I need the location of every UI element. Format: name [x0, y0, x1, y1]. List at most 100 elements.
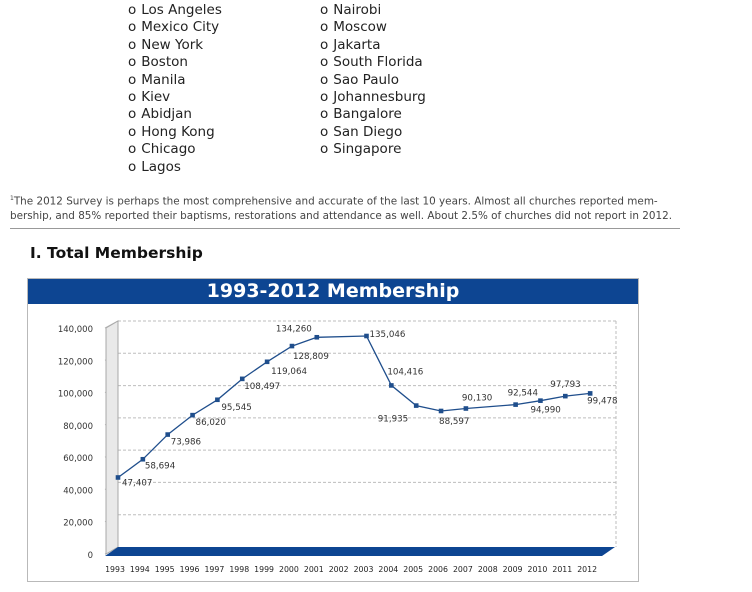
x-tick-label: 2005 — [403, 565, 423, 574]
footnote-line-2: bership, and 85% reported their baptisms… — [10, 209, 673, 222]
membership-chart: 1993-2012 Membership 0 20,000 40,000 60,000… — [27, 278, 639, 582]
data-point — [239, 376, 245, 382]
bullet-marker: o — [320, 123, 329, 140]
bullet-marker: o — [128, 54, 137, 71]
bullet-marker: o — [128, 71, 137, 88]
x-tick-label: 2002 — [329, 565, 349, 574]
bullet-marker: o — [128, 123, 137, 140]
data-point — [190, 412, 195, 418]
city-item: o Kiev — [128, 89, 222, 106]
x-tick-label: 2008 — [478, 565, 498, 574]
data-label: 95,545 — [221, 403, 251, 413]
bullet-marker: o — [320, 2, 329, 18]
city-item: o San Diego — [320, 124, 426, 141]
y-tick-label: 40,000 — [63, 486, 93, 496]
footnote: 1The 2012 Survey is perhaps the most com… — [10, 192, 682, 223]
city-name: Boston — [141, 54, 188, 71]
city-item: o Mexico City — [128, 19, 222, 36]
x-tick-label: 1993 — [105, 565, 125, 574]
y-tick-label: 0 — [88, 551, 93, 561]
footnote-line-1: The 2012 Survey is perhaps the most comp… — [13, 195, 658, 208]
data-label: 94,990 — [530, 406, 560, 416]
city-item: o Bangalore — [320, 106, 426, 123]
chart-title-bar: 1993-2012 Membership — [28, 279, 638, 304]
bullet-marker: o — [128, 158, 137, 175]
city-name: San Diego — [333, 123, 403, 140]
city-item: o Sao Paulo — [320, 72, 426, 89]
city-name: Kiev — [141, 89, 171, 106]
bullet-marker: o — [320, 89, 329, 106]
city-item: o Jakarta — [320, 37, 426, 54]
x-tick-label: 2000 — [279, 565, 299, 574]
x-tick-label: 2006 — [428, 565, 448, 574]
city-name: Nairobi — [333, 2, 382, 18]
city-name: Jakarta — [333, 36, 381, 53]
bullet-marker: o — [320, 36, 329, 53]
x-tick-label: 1999 — [254, 565, 274, 574]
data-label: 58,694 — [145, 461, 176, 471]
data-label: 128,809 — [293, 352, 329, 362]
data-point — [289, 343, 295, 349]
city-name: Sao Paulo — [333, 71, 400, 88]
city-item: o Johannesburg — [320, 89, 426, 106]
x-tick-label: 2001 — [304, 565, 324, 574]
city-name: South Florida — [333, 54, 423, 71]
city-name: Bangalore — [333, 106, 402, 123]
bullet-marker: o — [320, 106, 329, 123]
bullet-marker: o — [128, 89, 137, 106]
data-label: 90,130 — [462, 394, 492, 404]
city-item: o New York — [128, 37, 222, 54]
bullet-marker: o — [128, 141, 137, 158]
data-label: 97,793 — [550, 380, 580, 390]
city-item: o Chicago — [128, 141, 222, 158]
city-name: Chicago — [141, 141, 196, 158]
data-point — [513, 402, 518, 407]
data-label: 88,597 — [439, 417, 469, 427]
bullet-marker: o — [320, 71, 329, 88]
city-name: Hong Kong — [141, 123, 215, 140]
data-label: 104,416 — [387, 367, 423, 377]
data-point — [115, 475, 121, 480]
data-label: 86,020 — [196, 418, 226, 428]
bullet-marker: o — [128, 106, 137, 123]
data-point — [314, 334, 320, 340]
city-name: Los Angeles — [141, 2, 222, 18]
city-item: o Nairobi — [320, 2, 426, 19]
section-heading: I. Total Membership — [30, 244, 203, 262]
bullet-marker: o — [128, 2, 137, 18]
city-item: o Moscow — [320, 19, 426, 36]
chart-plot: 0 20,000 40,000 60,000 80,000 100,000 120,000 1… — [58, 320, 618, 574]
city-item: o Hong Kong — [128, 124, 222, 141]
data-point — [364, 333, 369, 339]
city-name: Johannesburg — [333, 89, 426, 106]
x-tick-label: 1997 — [204, 565, 224, 574]
bullet-marker: o — [128, 19, 137, 36]
data-point — [389, 383, 394, 388]
x-tick-label: 2007 — [453, 565, 473, 574]
x-tick-label: 2012 — [577, 565, 597, 574]
chart-floor — [105, 547, 615, 556]
x-tick-label: 2011 — [552, 565, 572, 574]
data-label: 108,497 — [244, 382, 280, 392]
data-point — [413, 403, 419, 408]
city-item: o Singapore — [320, 141, 426, 158]
city-list-right: o Nairobi o Moscow o Jakarta o South Florida o Sa… — [320, 2, 426, 159]
data-point — [215, 397, 220, 403]
y-tick-label: 140,000 — [58, 325, 93, 335]
y-tick-label: 20,000 — [63, 519, 93, 529]
x-tick-label: 2004 — [378, 565, 398, 574]
data-label: 91,935 — [378, 415, 408, 425]
data-point — [140, 456, 146, 462]
footnote-marker: 1 — [10, 195, 14, 202]
divider — [10, 228, 680, 229]
city-item: o Abidjan — [128, 106, 222, 123]
chart-side-wall — [105, 320, 119, 555]
data-label: 92,544 — [508, 389, 539, 399]
data-point — [463, 406, 469, 411]
city-name: Moscow — [333, 19, 387, 36]
data-label: 73,986 — [171, 438, 201, 448]
chart-title: 1993-2012 Membership — [206, 280, 460, 302]
bullet-marker: o — [320, 19, 329, 36]
x-tick-label: 2010 — [528, 565, 548, 574]
city-name: Mexico City — [141, 19, 220, 36]
